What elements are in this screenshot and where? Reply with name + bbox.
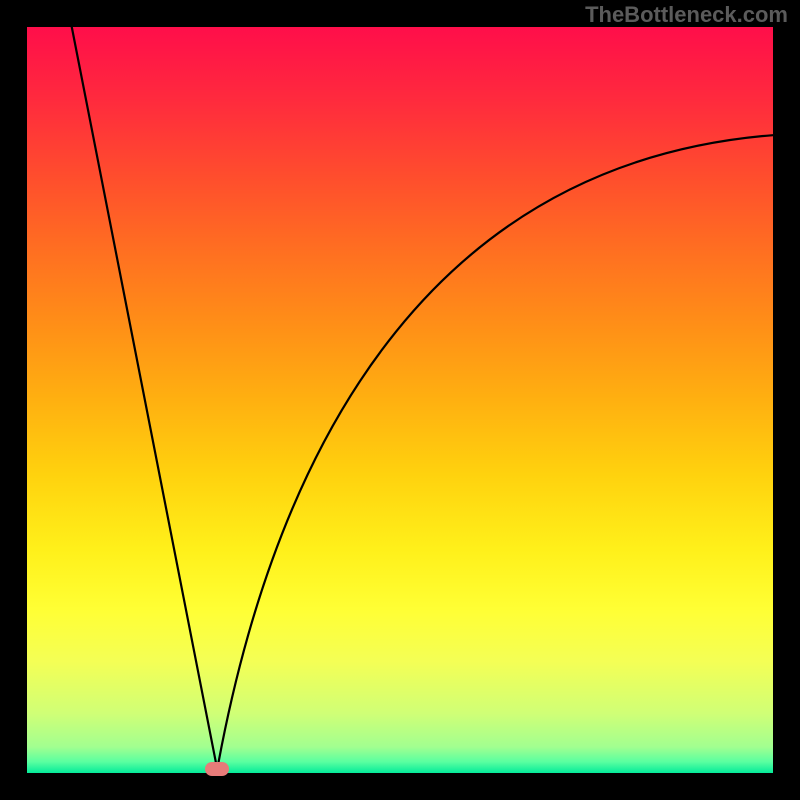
curve-path	[72, 27, 773, 769]
chart-container: TheBottleneck.com	[0, 0, 800, 800]
bottleneck-curve	[0, 0, 800, 800]
optimal-point-marker	[205, 762, 229, 776]
watermark-text: TheBottleneck.com	[585, 2, 788, 28]
